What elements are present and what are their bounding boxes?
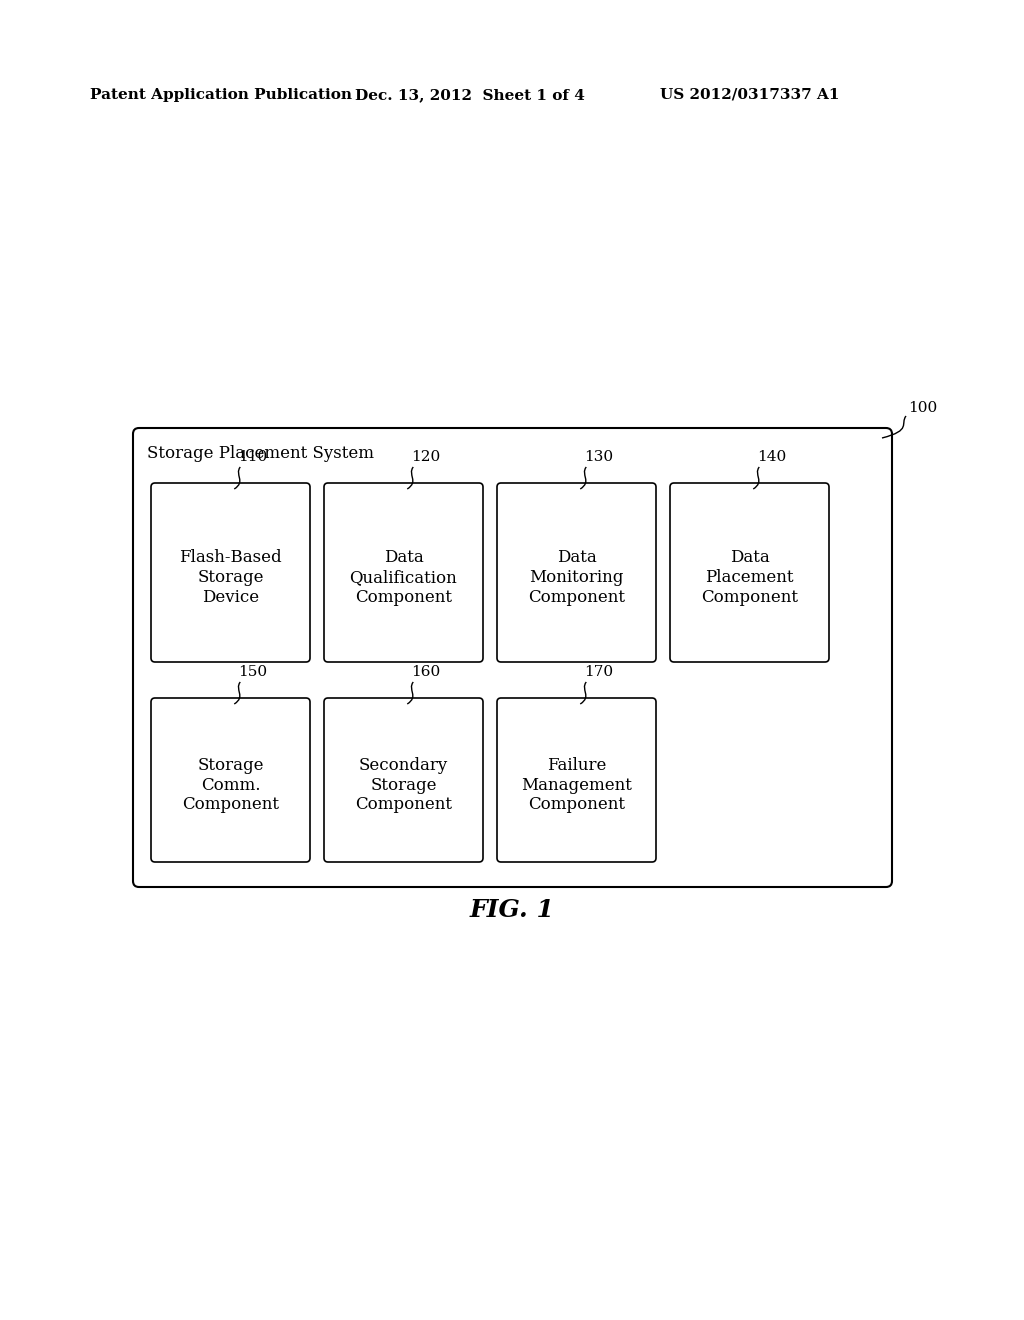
FancyBboxPatch shape <box>324 483 483 663</box>
Text: Flash-Based
Storage
Device: Flash-Based Storage Device <box>179 549 282 606</box>
Text: 160: 160 <box>412 665 440 678</box>
FancyBboxPatch shape <box>497 698 656 862</box>
Text: 140: 140 <box>758 450 786 465</box>
Text: Data
Placement
Component: Data Placement Component <box>701 549 798 606</box>
FancyBboxPatch shape <box>151 483 310 663</box>
Text: 150: 150 <box>239 665 267 678</box>
FancyBboxPatch shape <box>151 698 310 862</box>
FancyBboxPatch shape <box>670 483 829 663</box>
Text: Storage Placement System: Storage Placement System <box>147 446 374 462</box>
Text: 120: 120 <box>412 450 440 465</box>
Text: Secondary
Storage
Component: Secondary Storage Component <box>355 756 452 813</box>
Text: Data
Monitoring
Component: Data Monitoring Component <box>528 549 625 606</box>
FancyBboxPatch shape <box>324 698 483 862</box>
FancyBboxPatch shape <box>133 428 892 887</box>
Text: FIG. 1: FIG. 1 <box>470 898 554 921</box>
FancyBboxPatch shape <box>497 483 656 663</box>
Text: 170: 170 <box>585 665 613 678</box>
Text: US 2012/0317337 A1: US 2012/0317337 A1 <box>660 88 840 102</box>
Text: Storage
Comm.
Component: Storage Comm. Component <box>182 756 279 813</box>
Text: Dec. 13, 2012  Sheet 1 of 4: Dec. 13, 2012 Sheet 1 of 4 <box>355 88 585 102</box>
Text: 130: 130 <box>585 450 613 465</box>
Text: Failure
Management
Component: Failure Management Component <box>521 756 632 813</box>
Text: 110: 110 <box>239 450 267 465</box>
Text: Patent Application Publication: Patent Application Publication <box>90 88 352 102</box>
Text: 100: 100 <box>908 401 937 414</box>
Text: Data
Qualification
Component: Data Qualification Component <box>349 549 458 606</box>
